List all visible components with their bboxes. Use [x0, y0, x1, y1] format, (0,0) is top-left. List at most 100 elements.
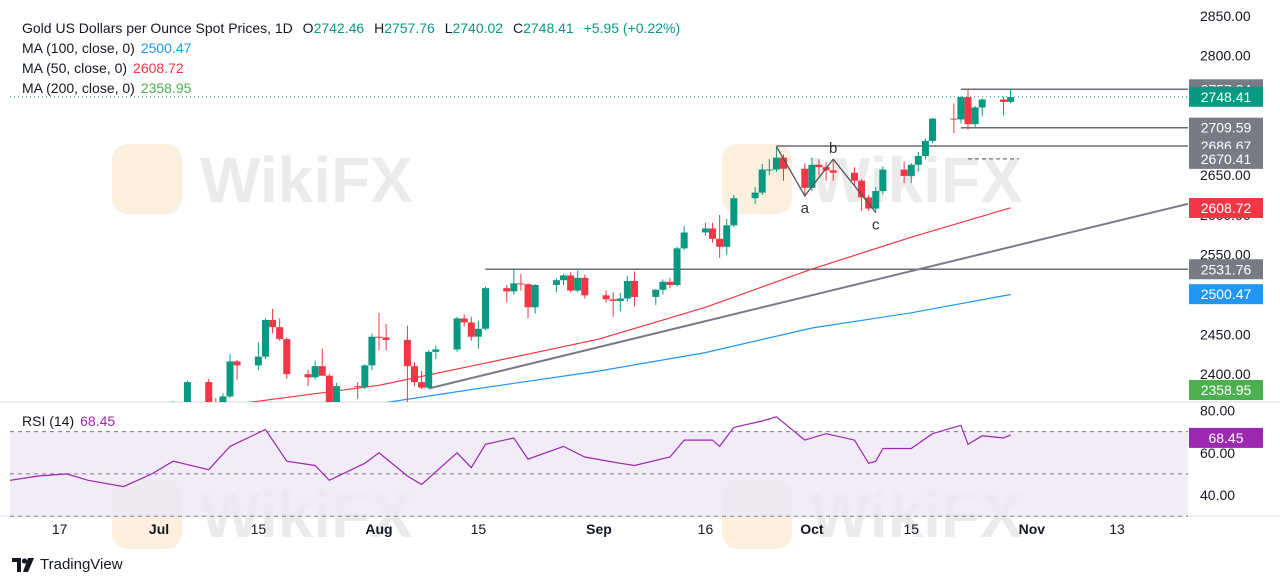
candle-body [531, 284, 539, 308]
candle-body [361, 365, 369, 387]
candle-body [354, 386, 362, 388]
candle-body [616, 298, 624, 301]
main-pane: a b c [10, 88, 1188, 429]
abc-pattern-label: c [872, 217, 880, 234]
candle-body [758, 169, 766, 193]
candle-body [453, 318, 461, 350]
level-price-tag: 2709.59 [1201, 120, 1252, 136]
candle-body [709, 228, 717, 239]
abc-pattern-label: b [829, 140, 837, 157]
level-price-tag: 2531.76 [1201, 261, 1252, 277]
candle-body [375, 336, 383, 338]
candle-body [510, 283, 518, 292]
symbol-title: Gold US Dollars per Ounce Spot Prices, 1… [22, 20, 293, 36]
candle-body [403, 339, 411, 367]
candle-body [978, 99, 986, 108]
candle-body [581, 277, 589, 296]
tradingview-logo[interactable]: TradingView [12, 556, 123, 573]
candle-body [780, 157, 788, 169]
abc-pattern-label: a [801, 200, 810, 217]
ma-price-tag-bg [1189, 197, 1263, 218]
rsi-line [9, 416, 1011, 488]
low-value: 2740.02 [452, 20, 504, 36]
candle-body [907, 164, 915, 176]
ma-price-tag: 2608.72 [1201, 200, 1252, 216]
candle-body [481, 288, 489, 329]
candle-body [226, 361, 234, 397]
rsi-value-tag-bg [1189, 427, 1263, 448]
ma200-label: MA (200, close, 0) [22, 80, 135, 96]
candle-body [183, 382, 191, 402]
candle-body [517, 283, 525, 285]
time-tick-label: 17 [52, 521, 68, 537]
time-tick-label: 13 [1109, 521, 1125, 537]
price-tick-label: 2650.00 [1200, 167, 1251, 183]
rsi-tick-label: 60.00 [1200, 445, 1235, 461]
time-tick-label: Jul [149, 521, 169, 537]
candle-body [503, 288, 511, 292]
rsi-tick-label: 40.00 [1200, 487, 1235, 503]
candle-body [659, 281, 667, 290]
time-tick-label: 15 [251, 521, 267, 537]
low-label: L [444, 20, 453, 36]
candle-body [382, 337, 390, 340]
candle-body [879, 169, 887, 192]
candle-body [815, 164, 823, 168]
ma100-label: MA (100, close, 0) [22, 40, 135, 56]
candle-body [432, 349, 440, 352]
ma-price-tag-bg [1189, 284, 1263, 305]
candle-body [623, 281, 631, 299]
time-tick-label: 15 [471, 521, 487, 537]
svg-text:WikiFX: WikiFX [200, 144, 413, 216]
ma200-legend[interactable]: MA (200, close, 0) 2358.95 [22, 80, 197, 96]
rsi-background-band [10, 431, 1188, 517]
symbol-legend: Gold US Dollars per Ounce Spot Prices, 1… [22, 20, 686, 36]
price-tick-label: 2400.00 [1200, 366, 1251, 382]
watermark-0: WikiFX [112, 144, 413, 216]
candle-body [552, 280, 560, 285]
candle-body [1007, 97, 1015, 102]
candle-body [368, 336, 376, 366]
candle-body [730, 198, 738, 226]
candle-body [219, 396, 227, 402]
ma50-legend[interactable]: MA (50, close, 0) 2608.72 [22, 60, 190, 76]
rsi-legend[interactable]: RSI (14) 68.45 [22, 413, 121, 429]
time-tick-label: Oct [800, 521, 824, 537]
candle-body [418, 382, 426, 388]
time-tick-label: 15 [903, 521, 919, 537]
candle-body [772, 157, 780, 170]
candle-body [914, 156, 922, 165]
rsi-tick-label: 80.00 [1200, 402, 1235, 418]
ma50-label: MA (50, close, 0) [22, 60, 128, 76]
candle-body [858, 180, 866, 198]
candle-body [163, 428, 170, 429]
candle-body [311, 366, 319, 378]
candle-body [929, 118, 937, 141]
high-label: H [374, 20, 385, 36]
price-tick-label: 2550.00 [1200, 247, 1251, 263]
candle-body [716, 238, 724, 247]
ma100-legend[interactable]: MA (100, close, 0) 2500.47 [22, 40, 197, 56]
ma100-value: 2500.47 [140, 40, 192, 56]
candle-body [964, 97, 972, 125]
time-tick-label: 16 [698, 521, 714, 537]
tradingview-icon [12, 557, 34, 572]
candle-body [325, 375, 333, 402]
time-tick-label: Nov [1019, 521, 1046, 537]
candle-body [261, 320, 269, 357]
ma50-value: 2608.72 [133, 60, 184, 76]
abc-pattern-line [775, 146, 877, 213]
time-tick-label: Aug [365, 521, 392, 537]
candle-body [680, 232, 688, 249]
candle-body [630, 281, 638, 297]
current-price-tag: 2748.41 [1201, 89, 1252, 105]
candle-body [751, 192, 759, 199]
candle-body [410, 366, 418, 383]
level-price-tag-bg [1189, 259, 1263, 280]
level-price-tag: 2670.41 [1201, 151, 1252, 167]
svg-text:WikiFX: WikiFX [810, 144, 1023, 216]
current-price-tag-bg [1189, 86, 1263, 107]
rsi-value: 68.45 [80, 413, 116, 429]
candle-body [212, 403, 219, 404]
